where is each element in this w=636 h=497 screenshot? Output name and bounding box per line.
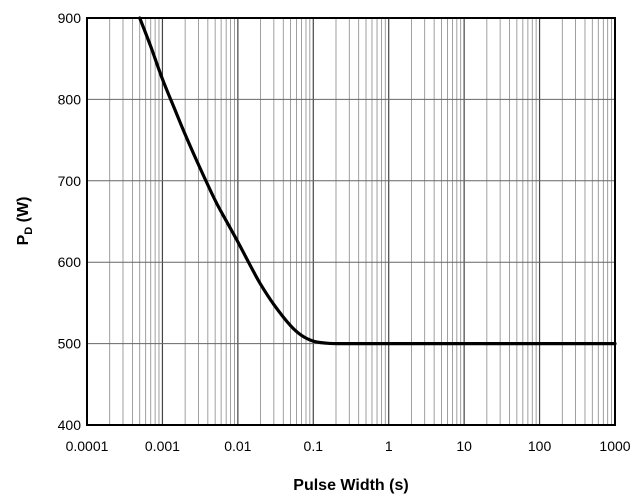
- y-tick-label: 400: [58, 417, 82, 433]
- x-tick-label: 10: [456, 438, 472, 454]
- y-tick-label: 500: [58, 336, 82, 352]
- y-tick-label: 600: [58, 254, 82, 270]
- x-axis-title: Pulse Width (s): [293, 477, 408, 494]
- y-axis-title-main: P: [15, 234, 32, 245]
- x-tick-label: 100: [528, 438, 552, 454]
- x-tick-label: 0.01: [224, 438, 251, 454]
- x-tick-labels: 0.0001 0.001 0.01 0.1 1 10 100 1000: [66, 438, 631, 454]
- y-tick-label: 900: [58, 10, 82, 26]
- x-tick-label: 1: [385, 438, 393, 454]
- series-curves: [138, 16, 617, 346]
- y-tick-labels: 400 500 600 700 800 900: [58, 10, 82, 433]
- plot-frame: [86, 17, 616, 426]
- y-tick-label: 700: [58, 173, 82, 189]
- y-tick-label: 800: [58, 91, 82, 107]
- y-axis-title-unit: (W): [15, 197, 32, 227]
- x-tick-label: 0.0001: [66, 438, 109, 454]
- grid-lines: [86, 17, 615, 426]
- power-vs-pulse-width-curve: [138, 16, 617, 346]
- x-tick-label: 1000: [599, 438, 630, 454]
- y-axis-title-subscript: D: [23, 227, 35, 235]
- x-tick-label: 0.001: [145, 438, 180, 454]
- x-tick-label: 0.1: [304, 438, 324, 454]
- y-axis-title: PD (W): [15, 197, 35, 246]
